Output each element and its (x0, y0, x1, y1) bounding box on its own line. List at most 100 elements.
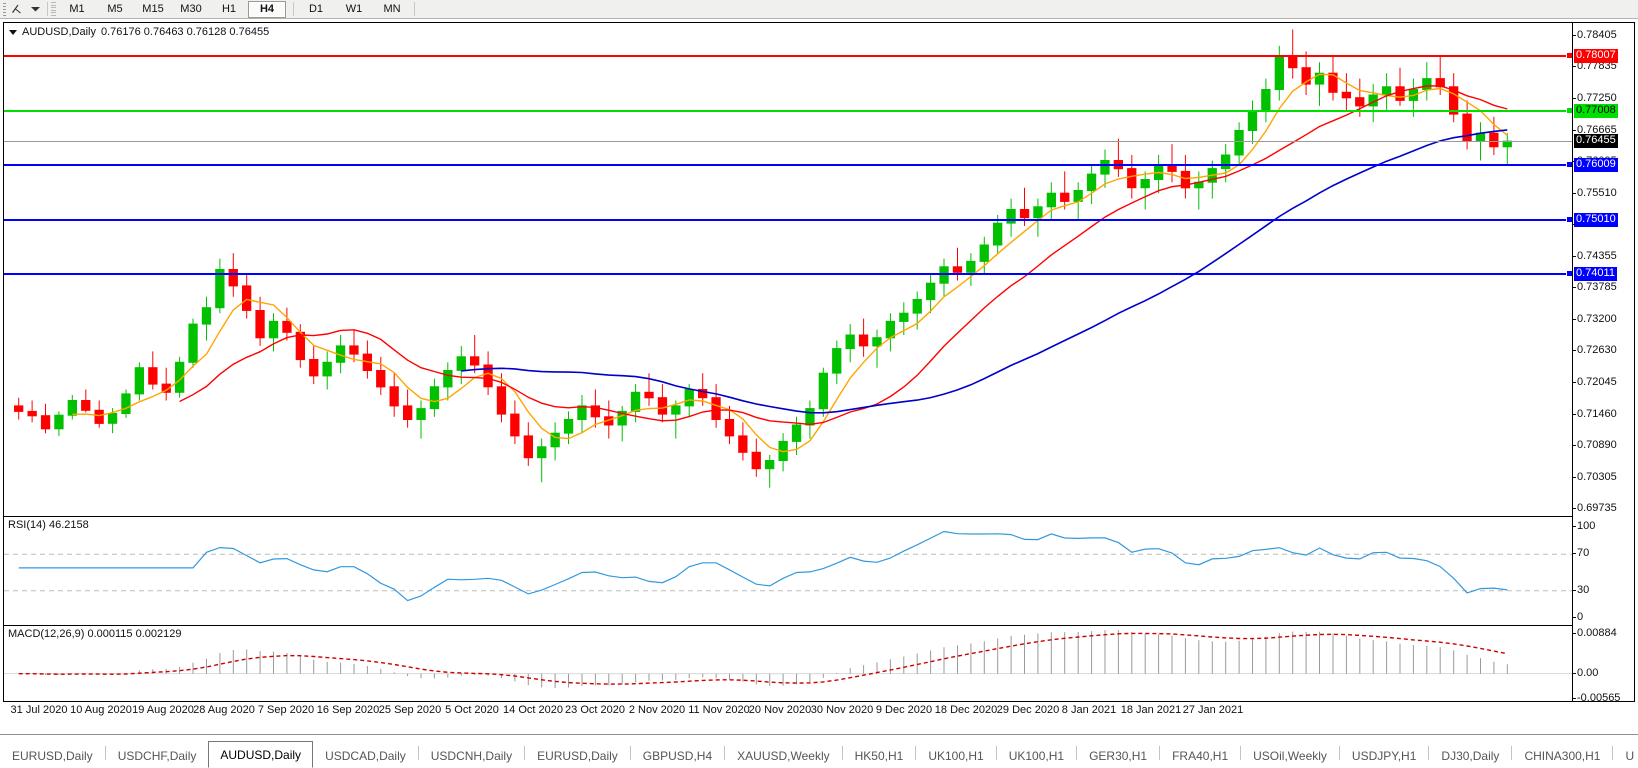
macd-pane[interactable]: MACD(12,26,9) 0.000115 0.002129 (4, 625, 1572, 701)
collapse-triangle-icon[interactable] (9, 29, 17, 35)
candle-body (630, 391, 641, 412)
timeframe-button-m15[interactable]: M15 (142, 3, 164, 15)
macd-tick-label: -0.00565 (1573, 692, 1620, 704)
rsi-tick-label: 30 (1573, 584, 1589, 596)
price-tick-label: 0.75510 (1573, 187, 1617, 199)
timeframe-button-h1[interactable]: H1 (221, 3, 237, 15)
candle-body (201, 307, 212, 325)
rsi-chart-svg (4, 530, 1572, 602)
tab-divider (915, 745, 917, 760)
chart-tab-bar[interactable]: EURUSD,Daily USDCHF,Daily AUDUSD,Daily USDC… (0, 734, 1638, 768)
chart-tab-ger30-h1[interactable]: GER30,H1 (1089, 749, 1148, 763)
time-axis-label: 18 Dec 2020 (934, 704, 998, 716)
toolbar-drag-handle[interactable] (1, 1, 8, 17)
price-level-tag[interactable]: 0.74011 (1574, 267, 1617, 282)
candle-body (188, 323, 198, 363)
candle-body (175, 361, 185, 393)
price-level-anchor[interactable] (1566, 215, 1572, 223)
candle-body (858, 334, 869, 347)
timeframe-button-d1[interactable]: D1 (308, 3, 324, 15)
chart-plot-area[interactable]: RSI(14) 46.2158 MACD(12,26,9) 0.000115 0… (4, 23, 1572, 701)
candle-body (1100, 160, 1110, 175)
chart-tab-hk50-h1[interactable]: HK50,H1 (854, 749, 904, 763)
time-axis-label: 31 Jul 2020 (10, 704, 68, 716)
price-tick-label: 0.69735 (1573, 502, 1617, 514)
price-level-tag[interactable]: 0.77008 (1574, 103, 1618, 118)
dropdown-arrow-icon[interactable] (26, 1, 44, 17)
candle-body (805, 408, 815, 426)
toolbar-divider (47, 2, 48, 16)
tab-divider (524, 745, 526, 760)
candle-body (698, 389, 708, 399)
price-tick-label: 0.73200 (1573, 313, 1617, 325)
price-level-tag[interactable]: 0.76009 (1574, 158, 1618, 173)
price-level-line[interactable] (4, 52, 1572, 60)
price-level-tag[interactable]: 0.75010 (1574, 212, 1618, 227)
candle-body (14, 405, 24, 412)
candle-body (1449, 86, 1459, 115)
chart-tab-usdcad-daily[interactable]: USDCAD,Daily (325, 749, 406, 763)
timeframe-button-m30[interactable]: M30 (180, 3, 202, 15)
candle-body (751, 451, 761, 470)
chart-tab-usdchf-daily[interactable]: USDCHF,Daily (117, 749, 197, 763)
chart-tab-uk100-h1[interactable]: UK100,H1 (1008, 749, 1065, 763)
chart-tab-usoil-weekly[interactable]: USOil,Weekly (1253, 749, 1327, 763)
chart-tab-fra40-h1[interactable]: FRA40,H1 (1172, 749, 1229, 763)
chart-tab-usdjpy-h1[interactable]: USDJPY,H1 (1351, 749, 1417, 763)
price-level-line[interactable] (4, 161, 1572, 169)
chart-tab-eurusd-daily[interactable]: EURUSD,Daily (537, 749, 618, 763)
timeframe-button-m1[interactable]: M1 (69, 3, 85, 15)
cursor-crosshair-icon[interactable] (8, 1, 26, 17)
timeframe-button-mn[interactable]: MN (383, 3, 401, 15)
candle-body (765, 460, 775, 470)
candle-body (443, 370, 453, 388)
price-level-line[interactable] (4, 215, 1572, 223)
tab-divider (1511, 745, 1513, 760)
price-level-anchor[interactable] (1566, 270, 1572, 278)
price-axis[interactable]: 0.784050.778350.772500.766650.760950.755… (1572, 23, 1634, 704)
candle-body (724, 419, 735, 437)
price-level-line[interactable] (4, 270, 1572, 278)
candle-body (550, 432, 560, 448)
timeframe-button-m5[interactable]: M5 (107, 3, 123, 15)
chart-tab-china300-h1[interactable]: CHINA300,H1 (1524, 749, 1601, 763)
price-level-line[interactable] (4, 106, 1572, 114)
price-level-anchor[interactable] (1566, 161, 1572, 169)
time-axis-label: 9 Dec 2020 (875, 704, 933, 716)
timeframe-group-grip[interactable] (51, 1, 56, 17)
tab-divider (104, 745, 106, 760)
chart-tab-xauusd-weekly[interactable]: XAUUSD,Weekly (737, 749, 830, 763)
price-level-anchor[interactable] (1566, 52, 1572, 60)
candle-body (952, 266, 963, 273)
chart-tab-gbpusd-h4[interactable]: GBPUSD,H4 (642, 749, 713, 763)
chart-tab-dj30-daily[interactable]: DJ30,Daily (1441, 749, 1500, 763)
rsi-indicator-label: RSI(14) 46.2158 (8, 519, 89, 531)
candle-body (912, 299, 922, 314)
candle-body (389, 386, 399, 407)
chart-tab-uk100-h1[interactable]: UK100,H1 (928, 749, 984, 763)
price-level-anchor[interactable] (1566, 106, 1572, 114)
candle-body (107, 413, 118, 424)
candle-body (563, 419, 574, 434)
chart-tab-audusd-daily[interactable]: AUDUSD,Daily (208, 741, 314, 768)
chart-tab-eurusd-daily[interactable]: EURUSD,Daily (12, 749, 93, 763)
price-tick-label: 0.70305 (1573, 471, 1617, 483)
price-level-tag[interactable]: 0.78007 (1574, 49, 1618, 64)
chart-frame[interactable]: RSI(14) 46.2158 MACD(12,26,9) 0.000115 0… (3, 22, 1635, 704)
time-axis-label: 10 Aug 2020 (70, 704, 132, 716)
candle-body (684, 389, 694, 407)
chart-tab-u[interactable]: U (1625, 749, 1635, 763)
timeframe-button-w1[interactable]: W1 (345, 3, 363, 15)
chart-tab-usdcnh-daily[interactable]: USDCNH,Daily (430, 749, 513, 763)
candle-body (1006, 209, 1016, 224)
toolbar-end-divider (414, 2, 415, 16)
time-axis[interactable]: 31 Jul 2020 10 Aug 2020 19 Aug 2020 28 Aug … (3, 703, 1635, 723)
candle-body (416, 408, 426, 421)
price-pane[interactable] (4, 23, 1572, 515)
rsi-pane[interactable]: RSI(14) 46.2158 (4, 516, 1572, 625)
timeframe-button-h4[interactable]: H4 (248, 0, 286, 18)
candle-body (40, 415, 51, 430)
time-axis-label: 7 Sep 2020 (257, 704, 315, 716)
tab-divider (995, 745, 997, 760)
candle-body (1328, 72, 1338, 93)
